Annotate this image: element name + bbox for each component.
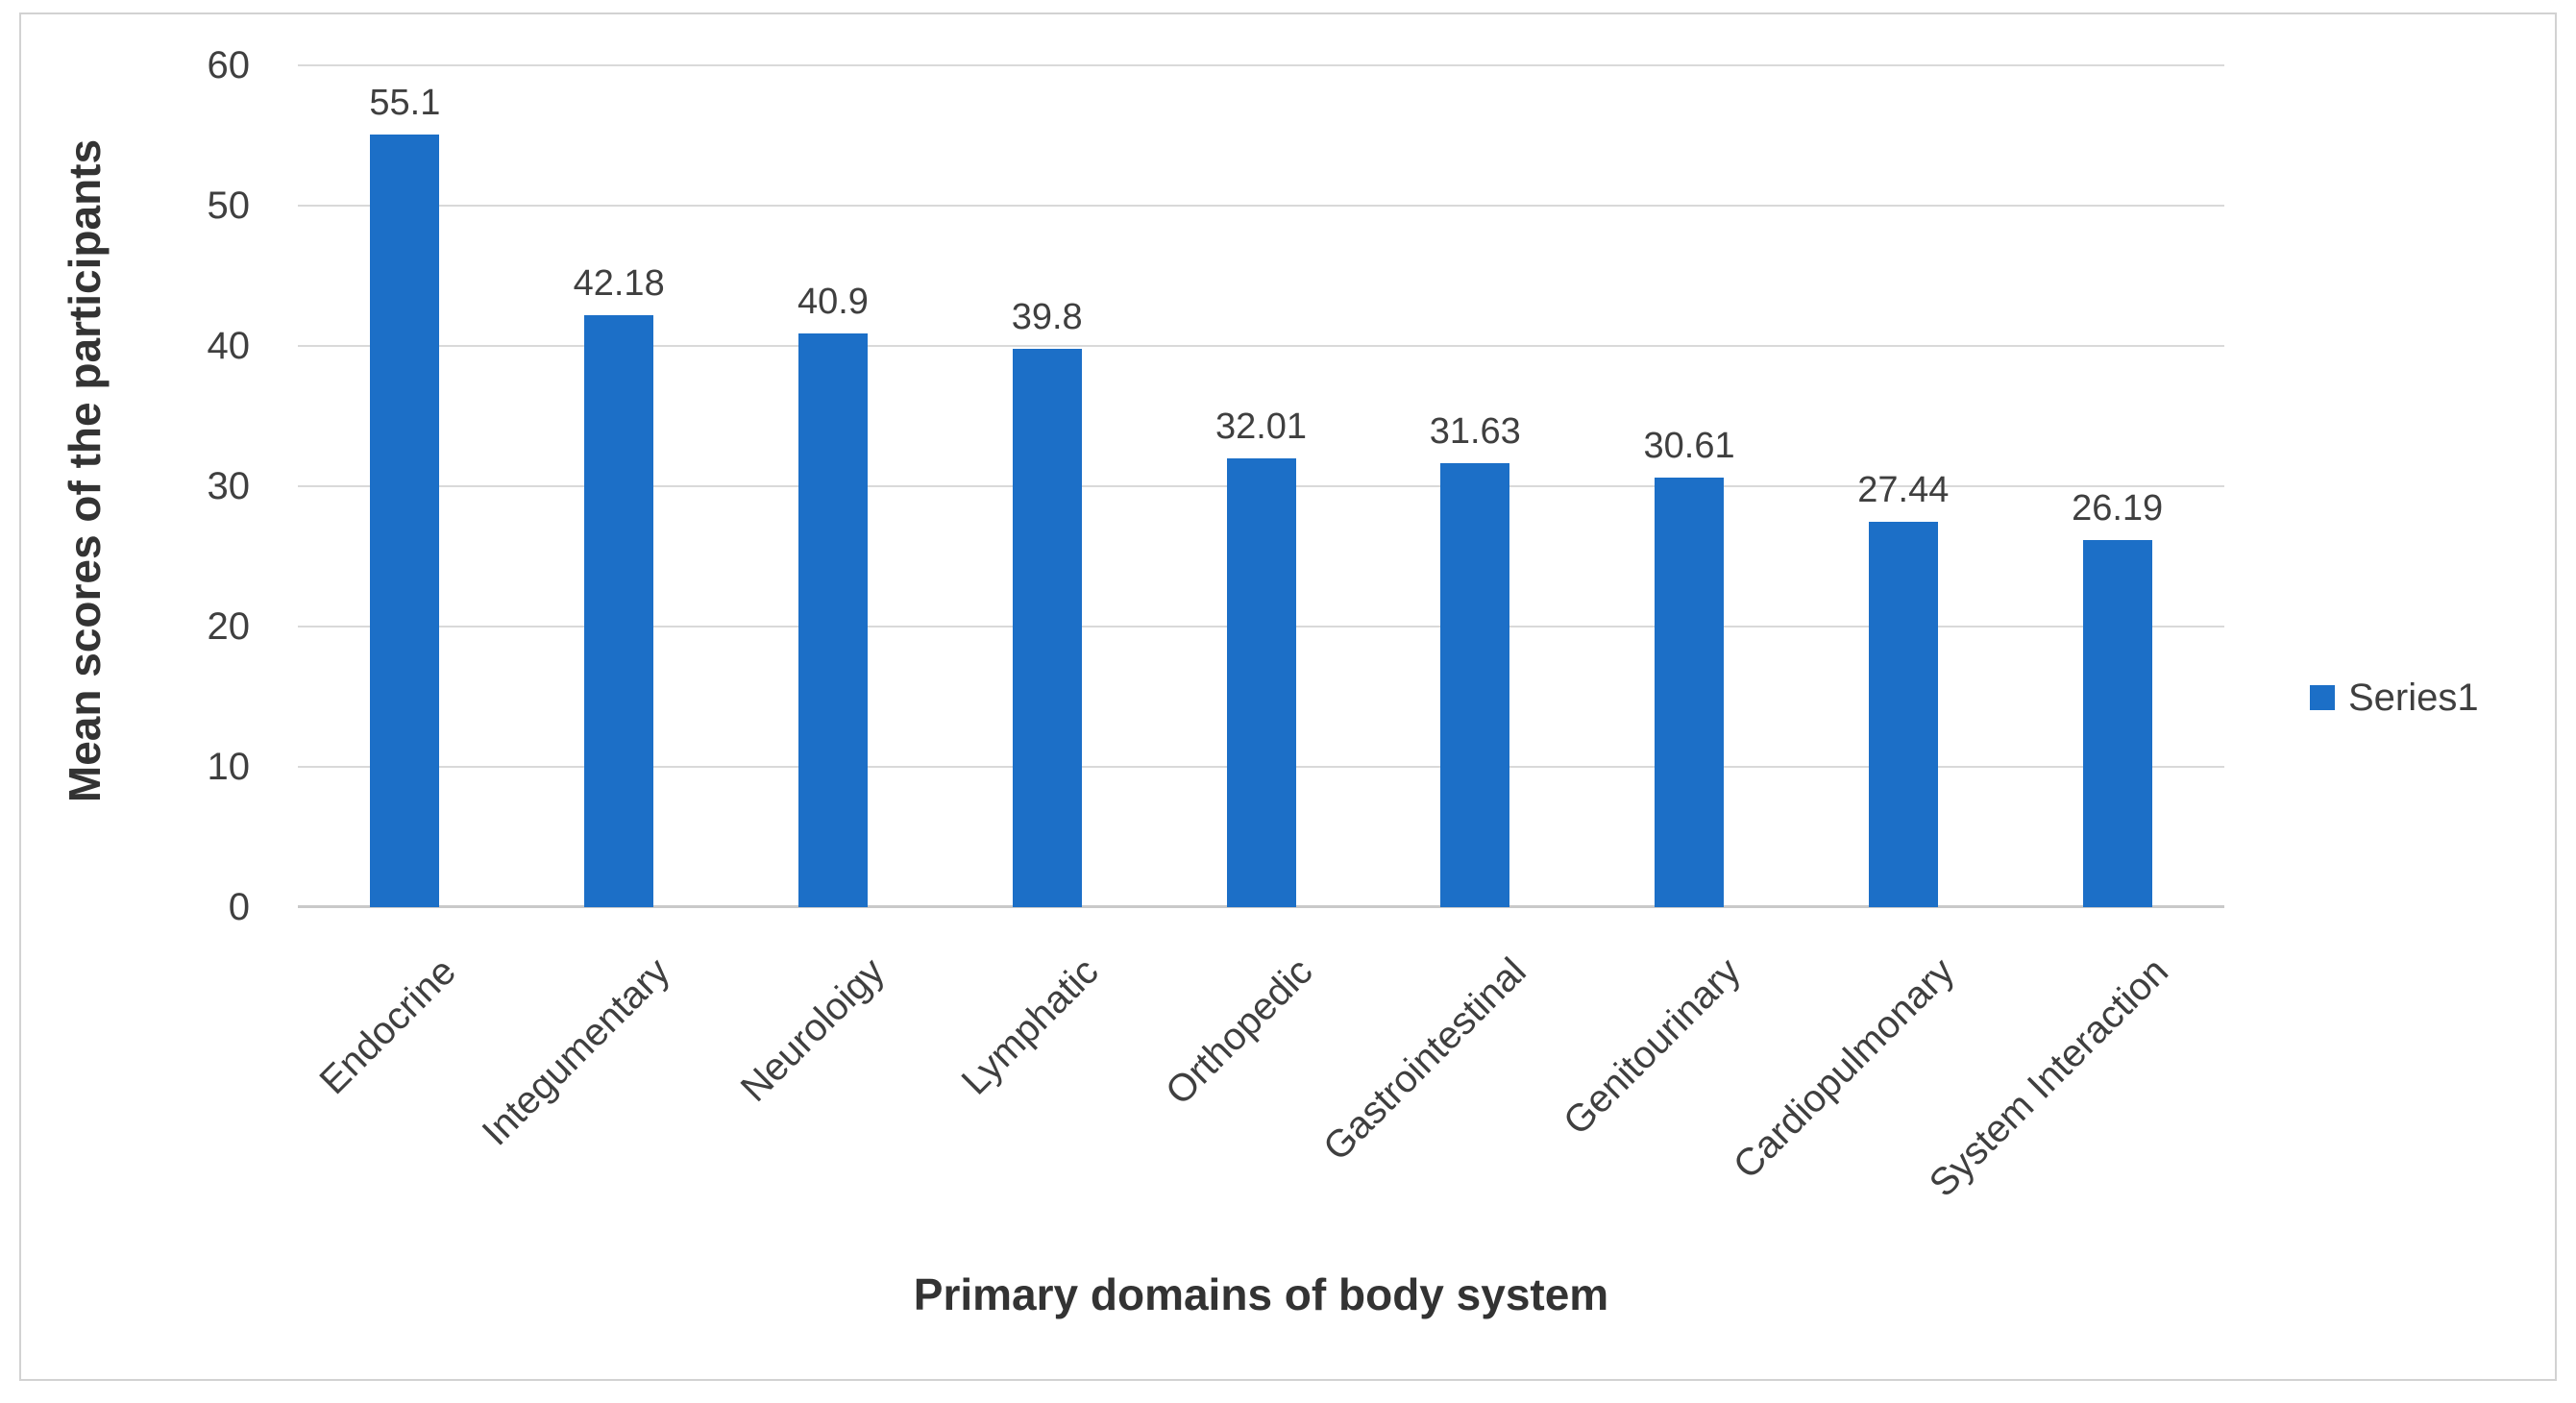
bar-value-label: 32.01 [1214, 406, 1308, 447]
bar [1655, 478, 1725, 907]
bar [1868, 522, 1938, 907]
legend-series-marker-icon [2310, 685, 2335, 710]
bar [797, 332, 868, 907]
bar-value-label: 39.8 [1011, 296, 1083, 337]
y-axis-tick-label: 60 [207, 44, 251, 86]
bar [1226, 457, 1296, 907]
bar-value-label: 26.19 [2072, 487, 2164, 529]
y-axis-tick-label: 30 [207, 465, 251, 507]
bar-value-label: 42.18 [573, 263, 665, 305]
y-axis-tick-label: 0 [228, 886, 250, 928]
gridline [298, 345, 2224, 347]
legend-series-label: Series1 [2348, 677, 2479, 719]
y-axis-tick-label: 50 [207, 185, 251, 227]
y-axis-tick-label: 40 [207, 325, 251, 367]
chart-border [19, 12, 2557, 1381]
bar [370, 134, 440, 907]
bar-value-label: 55.1 [369, 82, 441, 123]
x-axis-title: Primary domains of body system [913, 1269, 1609, 1319]
gridline [298, 64, 2224, 66]
bar [2082, 539, 2152, 907]
gridline [298, 205, 2224, 207]
bar [1440, 463, 1510, 907]
bar [1012, 348, 1082, 907]
y-axis-title: Mean scores of the participants [60, 138, 110, 803]
bar-value-label: 31.63 [1429, 411, 1521, 453]
bar-value-label: 30.61 [1643, 426, 1735, 467]
bar-value-label: 40.9 [797, 281, 869, 322]
legend: Series1 [2310, 675, 2479, 721]
y-axis-tick-label: 10 [207, 746, 251, 788]
y-axis-tick-label: 20 [207, 605, 251, 648]
bar [584, 315, 654, 907]
bar-value-label: 27.44 [1857, 470, 1950, 511]
